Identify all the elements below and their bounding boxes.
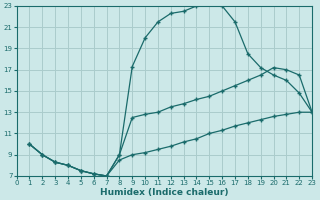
X-axis label: Humidex (Indice chaleur): Humidex (Indice chaleur): [100, 188, 228, 197]
